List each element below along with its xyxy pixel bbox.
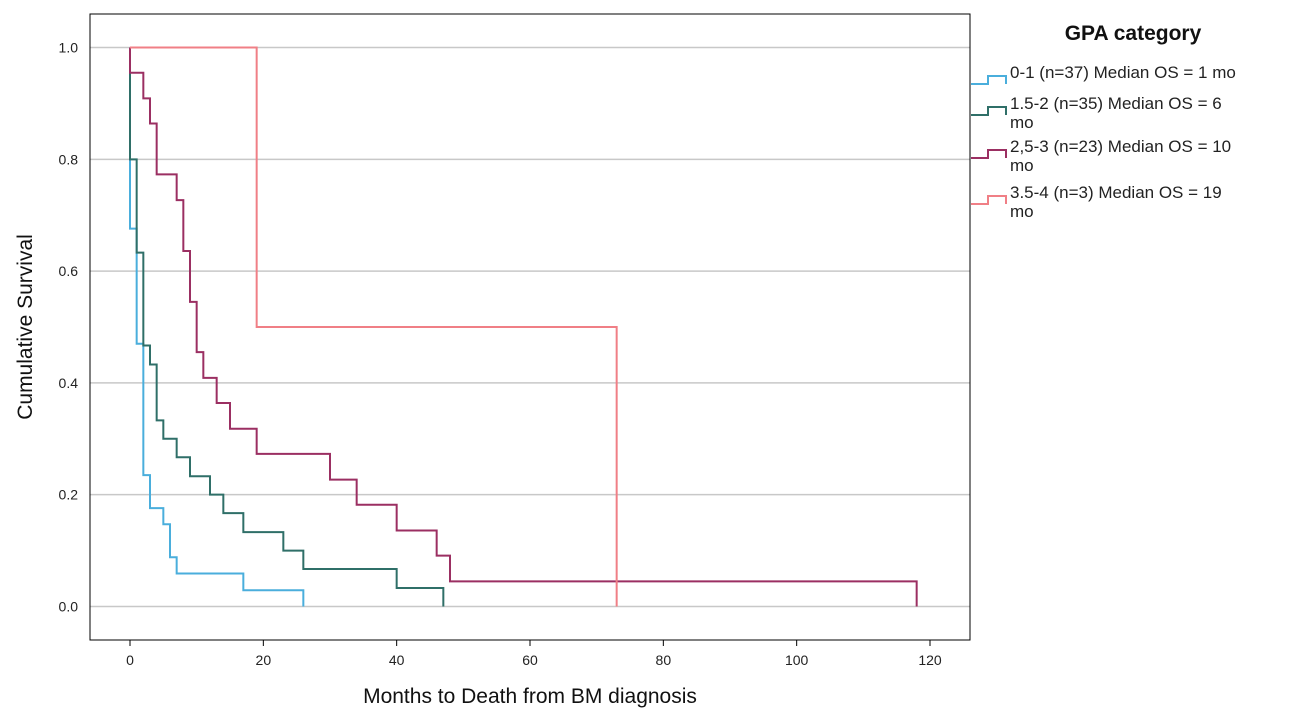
- series-line-4: [130, 46, 618, 607]
- series-line-2: [129, 47, 445, 607]
- x-tick-label: 80: [656, 652, 672, 668]
- legend-swatch-4: [971, 195, 1007, 205]
- y-tick-label: 0.6: [59, 263, 79, 279]
- legend-label-2: mo: [1010, 113, 1034, 132]
- y-tick-label: 0.0: [59, 598, 79, 614]
- x-tick-label: 120: [918, 652, 942, 668]
- series-lines: [129, 46, 918, 607]
- y-tick-label: 0.2: [59, 487, 79, 503]
- legend-swatch-3: [971, 149, 1007, 159]
- legend-label-4: 3.5-4 (n=3) Median OS = 19: [1010, 183, 1222, 202]
- x-tick-label: 100: [785, 652, 809, 668]
- y-tick-label: 1.0: [59, 40, 79, 56]
- legend-label-1: 0-1 (n=37) Median OS = 1 mo: [1010, 63, 1236, 82]
- x-tick-label: 0: [126, 652, 134, 668]
- x-tick-label: 20: [256, 652, 272, 668]
- legend-title: GPA category: [1065, 22, 1202, 45]
- y-tick-label: 0.8: [59, 151, 79, 167]
- legend-label-3: mo: [1010, 156, 1034, 175]
- x-axis-title: Months to Death from BM diagnosis: [363, 685, 697, 708]
- legend-swatch-1: [971, 75, 1007, 85]
- y-tick-label: 0.4: [59, 375, 79, 391]
- y-axis-title: Cumulative Survival: [14, 234, 37, 420]
- x-tick-label: 60: [522, 652, 538, 668]
- legend-label-4: mo: [1010, 202, 1034, 221]
- series-line-3: [129, 47, 918, 607]
- series-line-1: [129, 47, 305, 607]
- x-axis: 0 20 40 60 80 100 120: [126, 640, 942, 668]
- y-axis: 0.0 0.2 0.4 0.6 0.8 1.0: [59, 40, 79, 615]
- legend: GPA category 0-1 (n=37) Median OS = 1 mo…: [971, 22, 1236, 221]
- legend-swatch-2: [971, 106, 1007, 116]
- x-tick-label: 40: [389, 652, 405, 668]
- legend-label-2: 1.5-2 (n=35) Median OS = 6: [1010, 94, 1222, 113]
- legend-label-3: 2,5-3 (n=23) Median OS = 10: [1010, 137, 1231, 156]
